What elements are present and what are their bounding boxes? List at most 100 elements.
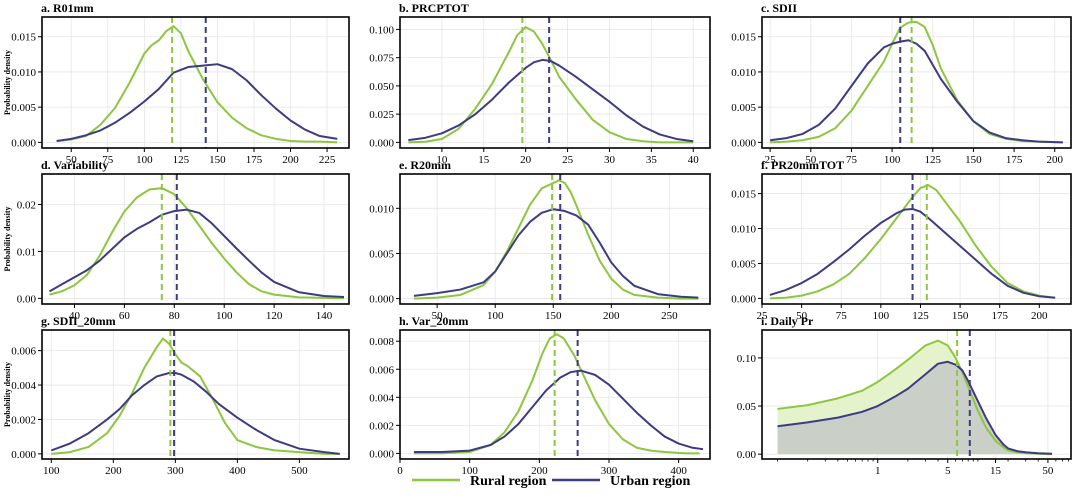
rural-curve (777, 339, 1053, 456)
x-tick-label: 120 (266, 310, 283, 322)
x-tick-label: 10 (436, 154, 448, 166)
x-tick-label: 150 (209, 154, 226, 166)
x-tick-label: 30 (604, 154, 616, 166)
x-tick-label: 40 (69, 310, 81, 322)
y-tick-label: 0.10 (737, 353, 757, 365)
x-tick-label: 100 (136, 154, 153, 166)
x-tick-label: 5 (945, 465, 951, 477)
x-tick-label: 25 (757, 310, 769, 322)
x-tick-label: 20 (520, 154, 532, 166)
x-tick-label: 75 (102, 154, 114, 166)
y-tick-label: 0.005 (731, 258, 756, 270)
y-tick-label: 0.000 (11, 449, 36, 461)
x-tick-label: 75 (836, 310, 848, 322)
x-tick-label: 175 (246, 154, 263, 166)
y-tick-label: 0.00 (737, 449, 757, 461)
grid-b (400, 17, 710, 148)
panel-title: g. SDII_20mm (41, 314, 116, 328)
y-tick-label: 0.000 (369, 137, 394, 149)
x-tick-label: 200 (282, 154, 299, 166)
panel-h: 0 100 200 300 400 0.000 0.002 0.004 0.006 0.008 h.… (369, 314, 711, 477)
y-tick-label: 0.02 (17, 200, 36, 212)
y-tick-label: 0.002 (369, 420, 394, 432)
grid-h (399, 330, 710, 459)
x-tick-label: 225 (319, 154, 336, 166)
x-tick-label: 50 (66, 154, 78, 166)
rural-curve (770, 20, 1063, 144)
x-tick-label: 125 (173, 154, 190, 166)
panel-g: 100 200 300 400 500 0.000 0.002 0.004 0.006 g. SD… (3, 314, 350, 477)
panel-f: 25 50 75 100 125 150 175 200 0.000 0.005 0.010 0.01… (731, 158, 1072, 322)
panel-title: f. PR20mmTOT (761, 158, 844, 172)
x-tick-label: 15 (990, 465, 1002, 477)
rural-curve (56, 25, 338, 144)
x-tick-label: 50 (805, 154, 817, 166)
x-tick-label: 175 (991, 310, 1008, 322)
x-tick-label: 300 (601, 465, 618, 477)
grid-e (400, 174, 710, 304)
urban-area (777, 361, 1053, 455)
y-tick-label: 0.005 (369, 248, 394, 260)
x-tick-label: 25 (765, 154, 777, 166)
y-tick-label: 0.000 (731, 293, 756, 305)
x-tick-label: 125 (925, 154, 942, 166)
panel-d: 40 60 80 100 120 140 0.00 0.01 0.02 d. Variabilit… (3, 158, 350, 322)
y-tick-label: 0.05 (737, 401, 757, 413)
y-tick-label: 0.000 (731, 137, 756, 149)
plot-frame (41, 173, 350, 305)
panel-b: 10 15 20 25 30 35 40 0.000 0.025 0.050 0.075 0.100 b… (369, 1, 711, 166)
y-tick-label: 0.010 (731, 67, 756, 79)
x-tick-label: 15 (478, 154, 490, 166)
y-tick-label: 0.010 (369, 203, 394, 215)
rural-curve (413, 333, 700, 455)
y-tick-label: 0.004 (369, 392, 394, 404)
urban-curve (770, 39, 1063, 144)
x-tick-label: 0 (397, 465, 403, 477)
plot-frame (399, 173, 711, 305)
y-tick-label: 0.050 (369, 81, 394, 93)
panel-title: c. SDII (761, 1, 797, 15)
y-tick-label: 0.015 (11, 32, 36, 44)
rural-curve (769, 184, 1056, 300)
x-tick-label: 200 (1046, 154, 1063, 166)
x-tick-label: 400 (229, 465, 246, 477)
x-tick-label: 200 (603, 310, 620, 322)
panel-a: 50 75 100 125 150 175 200 225 0.000 0.005 0.010 0.0… (3, 1, 350, 166)
y-tick-label: 0.100 (369, 24, 394, 36)
y-tick-label: 0.004 (11, 380, 36, 392)
legend: Rural region Urban region (412, 474, 690, 489)
panel-title: d. Variability (41, 158, 108, 172)
x-tick-label: 300 (167, 465, 184, 477)
plot-frame (41, 329, 350, 460)
y-tick-label: 0.01 (17, 246, 36, 258)
y-tick-label: 0.015 (731, 189, 756, 201)
panel-title: a. R01mm (41, 1, 94, 15)
x-tick-label: 25 (562, 154, 574, 166)
panels: 50 75 100 125 150 175 200 2250.0000.0050.0100.0… (3, 1, 1072, 477)
y-tick-label: 0.005 (731, 102, 756, 114)
x-tick-label: 100 (216, 310, 233, 322)
x-tick-label: 175 (1006, 154, 1023, 166)
y-tick-label: 0.010 (731, 224, 756, 236)
y-axis-label: Probability density (3, 50, 12, 115)
legend-rural-label: Rural region (470, 474, 547, 489)
x-tick-label: 100 (43, 465, 60, 477)
x-tick-label: 1 (875, 465, 881, 477)
rural-curve (413, 179, 699, 300)
x-tick-label: 50 (1042, 465, 1054, 477)
y-tick-label: 0.000 (11, 137, 36, 149)
y-tick-label: 0.015 (731, 32, 756, 44)
x-tick-label: 150 (545, 310, 562, 322)
y-tick-label: 0.075 (369, 53, 394, 65)
plot-frame (761, 173, 1072, 305)
plot-frame (399, 16, 711, 149)
y-tick-label: 0.00 (17, 293, 37, 305)
y-tick-label: 0.006 (369, 364, 394, 376)
grid-d (42, 174, 349, 304)
plot-frame (761, 329, 1072, 460)
plot-frame (399, 329, 711, 460)
y-tick-label: 0.008 (369, 336, 394, 348)
y-tick-label: 0.000 (369, 294, 394, 306)
y-tick-label: 0.000 (369, 448, 394, 460)
